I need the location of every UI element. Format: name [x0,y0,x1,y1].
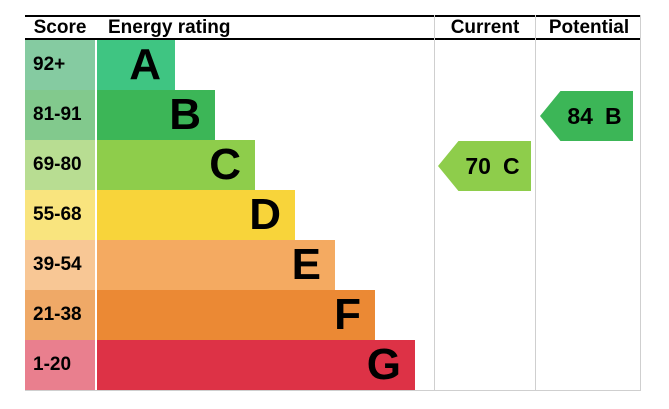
potential-rating-pointer: 84 B [540,91,633,141]
table-right-border [640,15,641,391]
potential-rating-letter: B [604,102,622,129]
potential-column-divider [535,15,536,391]
score-range-a: 92+ [25,40,95,90]
score-range-c: 69-80 [25,140,95,190]
potential-column-header: Potential [548,17,630,38]
table-header: Score Energy rating Current Potential [25,15,641,40]
rating-bar-f: F [97,290,375,340]
current-score-value: 70 [465,152,491,179]
potential-score-value: 84 [567,102,593,129]
current-column-divider [434,15,435,391]
current-column-header: Current [450,17,520,38]
score-range-g: 1-20 [25,340,95,390]
rating-bar-g: G [97,340,415,390]
rating-letter-b: B [169,90,201,139]
rating-letter-a: A [129,40,161,89]
rating-bar-c: C [97,140,255,190]
score-column-header: Score [33,17,87,38]
rating-bar-b: B [97,90,215,140]
rating-letter-c: C [209,140,241,189]
current-rating-pointer: 70 C [438,141,531,191]
score-range-d: 55-68 [25,190,95,240]
rating-letter-f: F [334,290,361,339]
rating-letter-g: G [366,340,401,389]
score-range-e: 39-54 [25,240,95,290]
current-rating-letter: C [502,152,520,179]
table-bottom-border [25,390,641,391]
rating-letter-e: E [291,240,321,289]
rating-letter-d: D [249,190,281,239]
score-range-f: 21-38 [25,290,95,340]
rating-bar-e: E [97,240,335,290]
score-range-b: 81-91 [25,90,95,140]
rating-bar-a: A [97,40,175,90]
rating-bar-d: D [97,190,295,240]
energy-rating-column-header: Energy rating [108,17,231,38]
